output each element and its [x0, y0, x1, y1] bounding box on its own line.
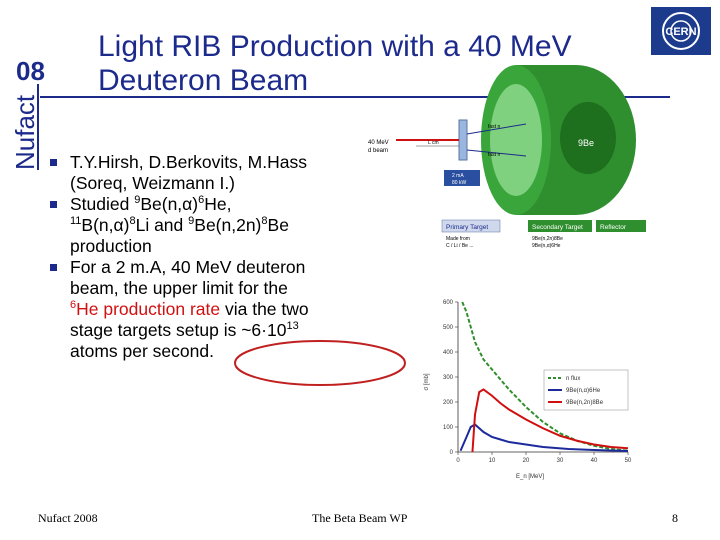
legend-secondary: Secondary Target — [532, 224, 583, 231]
fast-n-label-1: fast n — [488, 124, 500, 130]
legend-primary-box — [441, 219, 501, 233]
x-tick-label: 20 — [523, 458, 530, 464]
fast-n-label-2: fast n — [488, 152, 500, 158]
bullet-3-text: via the two — [220, 299, 309, 319]
power-label-2: 80 kW — [452, 180, 466, 186]
superscript: 6 — [70, 299, 77, 312]
superscript: 8 — [261, 215, 268, 228]
bullet-2-text: Li and — [135, 215, 189, 235]
y-tick-label: 600 — [443, 300, 454, 306]
bullet-3-text: atoms per second. — [70, 341, 214, 361]
legend-primary: Primary Target — [446, 224, 488, 231]
series-line-2 — [459, 423, 629, 452]
legend-reflector-box — [596, 220, 646, 232]
y-tick-label: 300 — [443, 375, 454, 381]
nufact-logo: Nufact 08 — [8, 54, 64, 170]
legend-label: 9Be(n,2n)8Be — [566, 400, 604, 406]
chart-y-axis-label: σ [mb] — [424, 373, 430, 390]
beam-label-1: 40 MeV — [368, 140, 389, 146]
legend-primary-sub1: Made from — [446, 236, 470, 242]
highlighted-text: He production rate — [76, 299, 221, 319]
bullet-2-text: Be(n,α) — [140, 194, 199, 214]
bullet-1-line-2: (Soreq, Weizmann I.) — [70, 173, 236, 193]
chart-series — [459, 301, 629, 453]
x-tick-label: 0 — [456, 458, 460, 464]
x-tick-label: 40 — [591, 458, 598, 464]
bullet-1-line-1: T.Y.Hirsh, D.Berkovits, M.Hass — [70, 152, 307, 172]
bullet-2-text: Studied — [70, 194, 135, 214]
highlight-ellipse — [234, 340, 406, 386]
legend-reflector: Reflector — [600, 224, 627, 231]
bullet-item: T.Y.Hirsh, D.Berkovits, M.Hass (Soreq, W… — [48, 152, 368, 194]
bullet-2-text: Be — [267, 215, 289, 235]
bullet-item: Studied 9Be(n,α)6He, 11B(n,α)8Li and 9Be… — [48, 194, 368, 257]
x-tick-label: 10 — [489, 458, 496, 464]
nufact-logo-text: Nufact — [10, 94, 40, 170]
distance-label: L cm — [428, 140, 439, 146]
y-tick-label: 100 — [443, 425, 454, 431]
superscript: 13 — [286, 320, 299, 333]
title-line-1: Light RIB Production with a 40 MeV — [98, 30, 572, 63]
bullet-3-text: stage targets setup is ~6·10 — [70, 320, 287, 340]
be-label: 9Be — [578, 138, 594, 148]
superscript: 11 — [70, 215, 82, 228]
x-tick-label: 50 — [625, 458, 632, 464]
power-label-1: 2 mA — [452, 173, 464, 179]
cross-section-chart: 0 100 200 300 400 500 600 0 10 20 30 40 50 n flux 9Be… — [418, 282, 642, 482]
slide-title: Light RIB Production with a 40 MeV Deute… — [98, 30, 618, 98]
nufact-logo-year: 08 — [16, 56, 45, 86]
primary-target — [458, 119, 468, 161]
bullet-2-text: B(n,α) — [81, 215, 130, 235]
bullet-marker — [50, 201, 57, 208]
superscript: 6 — [198, 194, 205, 207]
legend-secondary-sub1: 9Be(n,2n)8Be — [532, 236, 563, 242]
target-setup-diagram: 9Be 40 MeV d beam L cm fast n fast n 2 m… — [368, 65, 646, 249]
y-tick-label: 400 — [443, 350, 454, 356]
legend-label: 9Be(n,α)6He — [566, 388, 601, 394]
footer-conference: Nufact 2008 — [38, 511, 98, 525]
beam-label-2: d beam — [368, 148, 388, 154]
legend-secondary-sub2: 9Be(n,α)6He — [532, 243, 561, 249]
y-tick-label: 0 — [450, 450, 454, 456]
superscript: 8 — [129, 215, 136, 228]
y-tick-label: 500 — [443, 325, 454, 331]
bullet-3-text: For a 2 m.A, 40 MeV deuteron — [70, 257, 306, 277]
bullet-marker — [50, 159, 57, 166]
title-rule — [40, 96, 670, 98]
bullet-2-text: production — [70, 236, 152, 256]
series-line-3 — [471, 388, 629, 453]
page-number: 8 — [672, 511, 678, 525]
legend-primary-sub2: C / Li / Be ... — [446, 243, 474, 249]
bullet-marker — [50, 264, 57, 271]
legend-secondary-box — [528, 220, 592, 232]
x-tick-label: 30 — [557, 458, 564, 464]
series-line-1 — [461, 301, 629, 452]
chart-axes: 0 100 200 300 400 500 600 0 10 20 30 40 50 — [443, 300, 632, 464]
cern-logo: CERN — [651, 7, 711, 55]
secondary-target — [490, 84, 542, 196]
superscript: 9 — [134, 194, 141, 207]
cern-logo-text: CERN — [665, 26, 696, 38]
title-line-2: Deuteron Beam — [98, 64, 309, 97]
bullet-item: For a 2 m.A, 40 MeV deuteron beam, the u… — [48, 257, 368, 362]
superscript: 9 — [188, 215, 195, 228]
footer-section: The Beta Beam WP — [312, 511, 408, 525]
bullet-2-text: Be(n,2n) — [194, 215, 262, 235]
bullet-list: T.Y.Hirsh, D.Berkovits, M.Hass (Soreq, W… — [48, 152, 368, 362]
legend-label: n flux — [566, 376, 580, 382]
chart-x-axis-label: E_n [MeV] — [516, 474, 544, 480]
chart-legend: n flux 9Be(n,α)6He 9Be(n,2n)8Be — [543, 369, 629, 411]
bullet-2-text: He, — [204, 194, 232, 214]
y-tick-label: 200 — [443, 400, 454, 406]
bullet-3-text: beam, the upper limit for the — [70, 278, 288, 298]
